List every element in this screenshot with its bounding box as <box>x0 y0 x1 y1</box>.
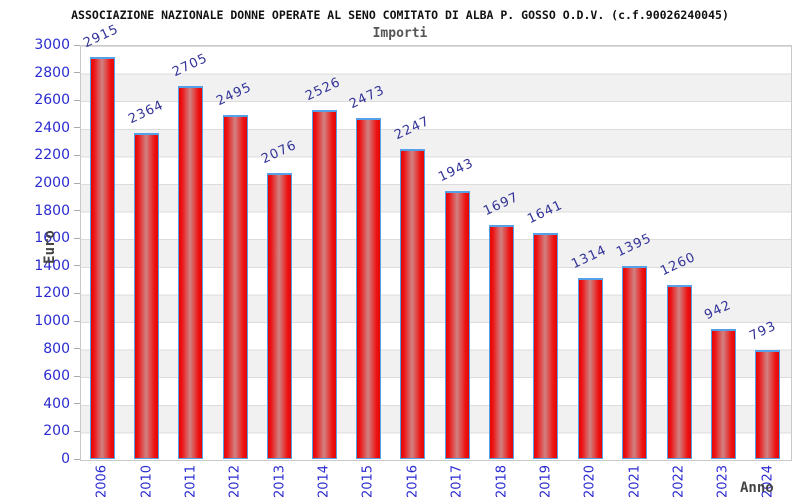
bar <box>178 85 204 459</box>
bar <box>355 117 381 459</box>
y-tick-mark <box>74 210 80 212</box>
y-tick-label: 1400 <box>34 257 70 274</box>
bar <box>755 349 781 459</box>
x-tick-label: 2006 <box>94 464 110 499</box>
y-tick-label: 0 <box>61 451 70 467</box>
bar <box>489 224 515 459</box>
bar <box>134 132 160 459</box>
bar <box>444 190 470 459</box>
y-tick-mark <box>74 375 80 377</box>
x-tick-label: 2021 <box>627 464 643 499</box>
y-tick-mark <box>74 320 80 322</box>
y-tick-label: 1600 <box>34 230 70 247</box>
y-tick-label: 1000 <box>34 313 70 329</box>
x-tick-label: 2020 <box>582 464 598 499</box>
y-tick-mark <box>74 99 80 101</box>
x-tick-label: 2017 <box>449 464 465 499</box>
bar <box>400 148 426 459</box>
y-tick-mark <box>74 154 80 156</box>
y-tick-label: 2800 <box>34 64 70 81</box>
bar <box>577 277 603 459</box>
y-tick-mark <box>74 292 80 294</box>
y-tick-label: 2000 <box>34 175 70 191</box>
y-tick-label: 3000 <box>34 37 70 53</box>
y-tick-mark <box>74 72 80 74</box>
x-tick-label: 2014 <box>316 464 332 499</box>
y-tick-mark <box>74 182 80 184</box>
y-tick-mark <box>74 265 80 267</box>
y-tick-label: 2600 <box>34 92 70 109</box>
y-tick-mark <box>74 44 80 46</box>
x-tick-label: 2018 <box>494 464 510 499</box>
bar <box>622 266 648 459</box>
x-tick-label: 2016 <box>405 464 421 499</box>
bar <box>267 172 293 459</box>
bar <box>666 285 692 459</box>
y-tick-mark <box>74 348 80 350</box>
bar <box>311 110 337 459</box>
chart-subtitle: Importi <box>372 26 428 41</box>
y-tick-mark <box>74 127 80 129</box>
x-tick-label: 2019 <box>538 464 554 499</box>
bar <box>710 329 736 459</box>
y-tick-label: 400 <box>43 395 70 412</box>
x-tick-label: 2015 <box>360 464 376 499</box>
y-tick-label: 800 <box>43 340 70 357</box>
chart-title: ASSOCIAZIONE NAZIONALE DONNE OPERATE AL … <box>71 8 729 22</box>
x-tick-label: 2022 <box>671 464 687 499</box>
bar <box>533 232 559 459</box>
y-axis-label: Euro <box>42 230 58 264</box>
y-tick-mark <box>74 430 80 432</box>
bar <box>89 56 115 459</box>
y-tick-label: 600 <box>43 368 70 385</box>
y-tick-label: 200 <box>43 423 70 440</box>
x-tick-label: 2012 <box>227 464 243 499</box>
x-tick-label: 2013 <box>272 464 288 499</box>
x-tick-label: 2010 <box>139 464 155 499</box>
x-tick-label: 2011 <box>183 464 199 499</box>
y-tick-label: 1800 <box>34 202 70 219</box>
y-tick-label: 2200 <box>34 147 70 164</box>
y-tick-label: 2400 <box>34 119 70 136</box>
y-tick-mark <box>74 403 80 405</box>
y-tick-mark <box>74 237 80 239</box>
y-tick-mark <box>74 458 80 460</box>
bar <box>222 114 248 459</box>
x-tick-label: 2023 <box>715 464 731 499</box>
x-axis-label: Anno <box>740 480 774 496</box>
y-tick-label: 1200 <box>34 285 70 302</box>
